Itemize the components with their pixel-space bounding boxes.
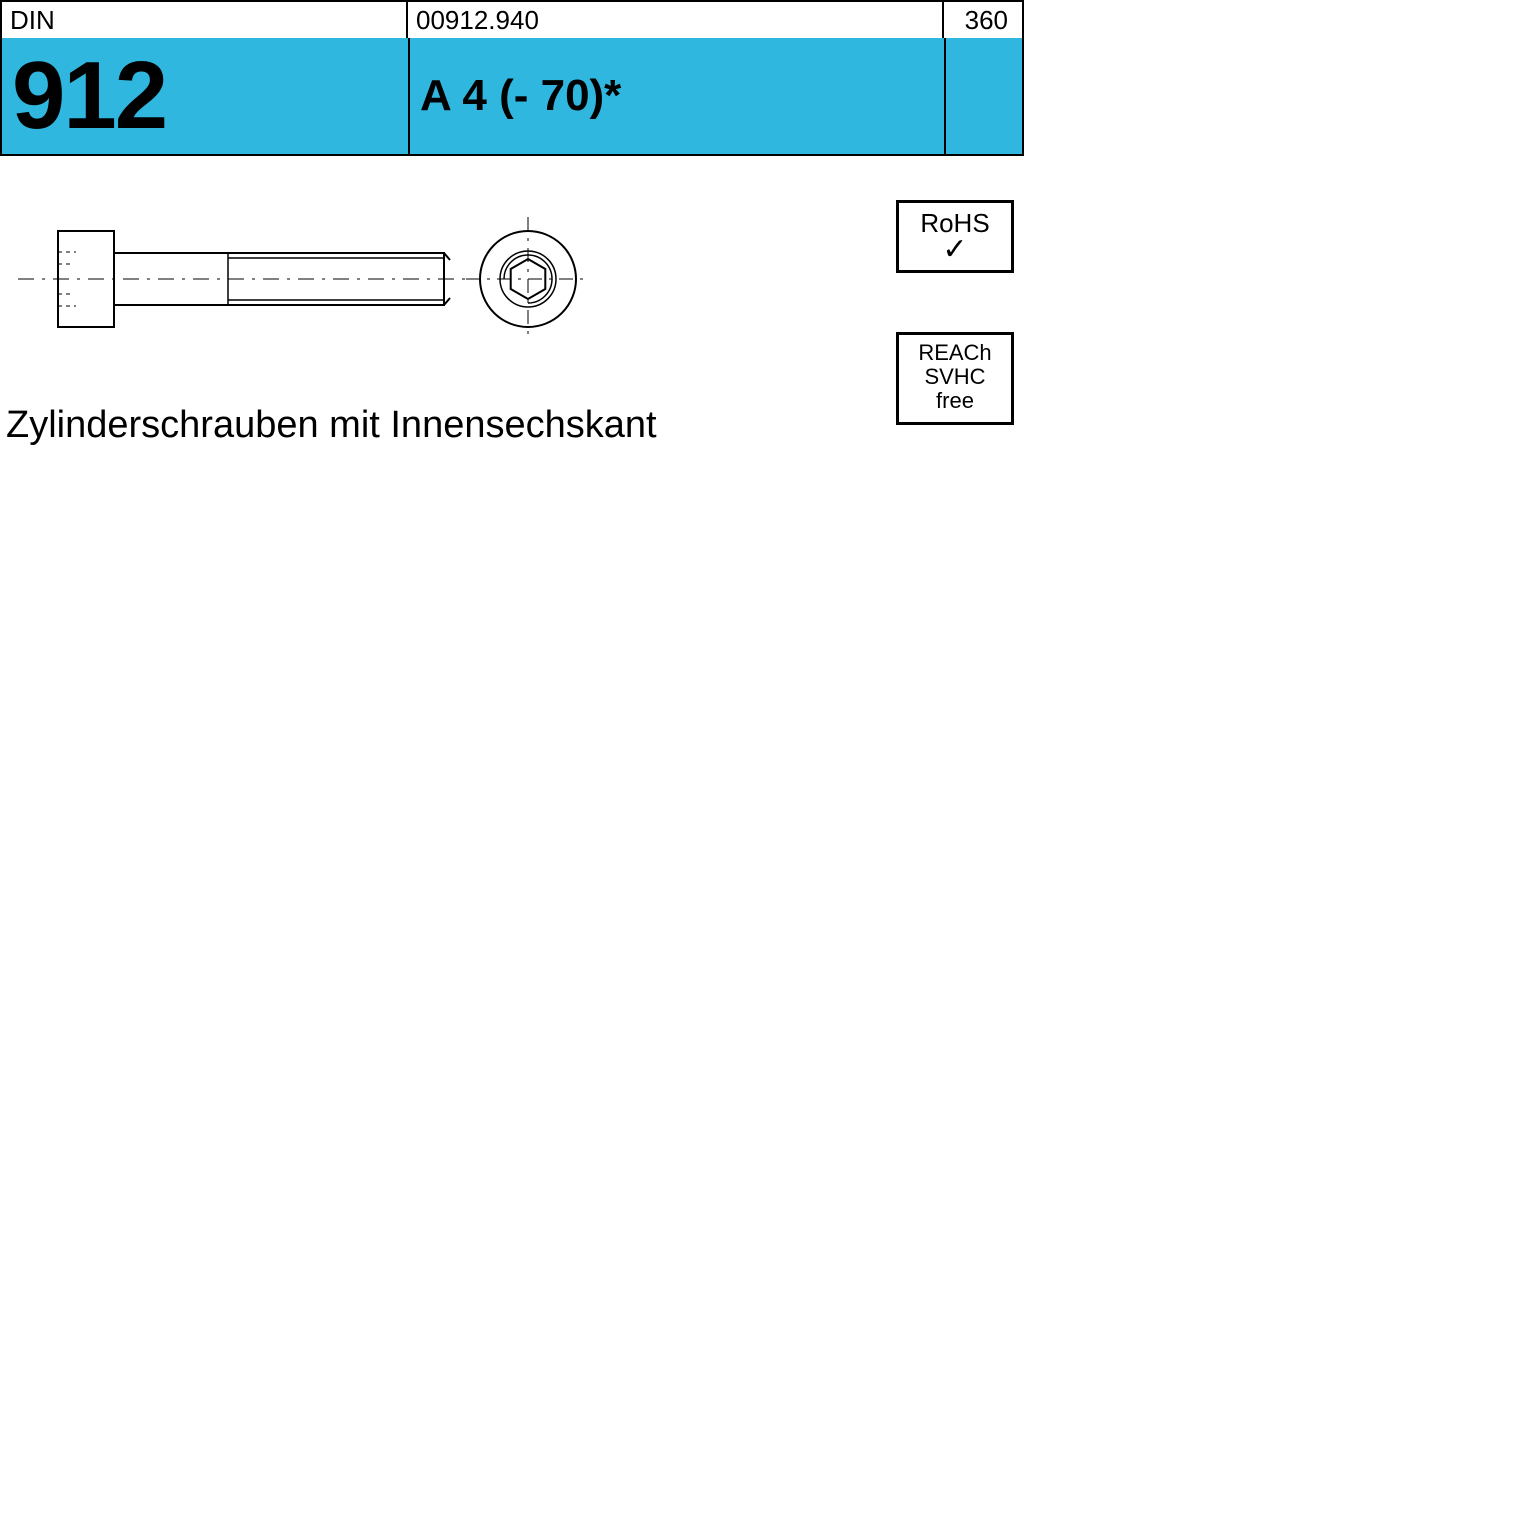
din-number: 912: [12, 41, 166, 151]
title-band: 912 A 4 (- 70)*: [0, 38, 1024, 156]
header-qty: 360: [944, 2, 1024, 38]
reach-line1: REACh: [899, 341, 1011, 365]
rohs-badge: RoHS ✓: [896, 200, 1014, 273]
band-spacer: [946, 38, 1022, 154]
product-description: Zylinderschrauben mit Innensechskant: [6, 404, 657, 447]
material-cell: A 4 (- 70)*: [410, 38, 946, 154]
reach-line3: free: [899, 389, 1011, 413]
content-area: Zylinderschrauben mit Innensechskant: [0, 156, 1024, 496]
check-icon: ✓: [899, 238, 1011, 262]
header-standard: DIN: [0, 2, 408, 38]
reach-badge: REACh SVHC free: [896, 332, 1014, 425]
material-grade: A 4 (- 70)*: [420, 71, 621, 121]
din-number-cell: 912: [2, 38, 410, 154]
reach-line2: SVHC: [899, 365, 1011, 389]
header-row: DIN 00912.940 360: [0, 0, 1024, 38]
screw-drawing-icon: [18, 204, 598, 354]
header-article: 00912.940: [408, 2, 944, 38]
